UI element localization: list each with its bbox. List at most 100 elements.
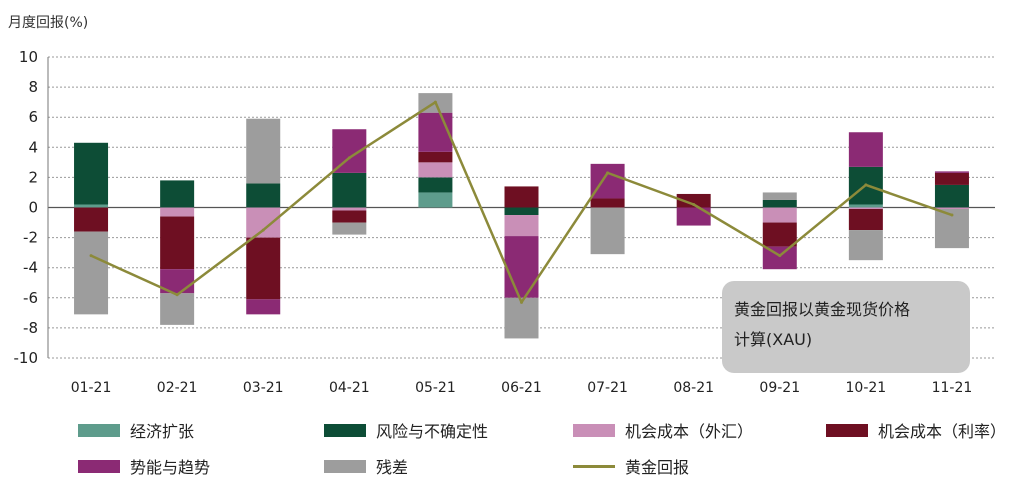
x-tick-label: 10-21 <box>846 380 887 396</box>
bar-segment <box>934 171 969 173</box>
bar-segment <box>246 237 281 300</box>
bar-segment <box>418 177 453 193</box>
bar-segment <box>332 207 367 211</box>
legend-label: 势能与趋势 <box>130 458 211 477</box>
gold-return-point <box>433 100 437 104</box>
bar-segment <box>762 199 797 208</box>
bar-segment <box>332 210 367 223</box>
y-tick-label: 4 <box>28 138 38 156</box>
bar-segment <box>934 172 969 185</box>
legend-swatch <box>826 423 868 437</box>
legend-label: 黄金回报 <box>625 458 690 477</box>
bar-segment <box>160 216 195 270</box>
gold-return-point <box>950 213 954 217</box>
x-tick-label: 07-21 <box>587 380 628 396</box>
bar-segment <box>504 207 539 216</box>
gold-return-point <box>175 293 179 297</box>
bar-segment <box>848 209 883 231</box>
bar-segment <box>332 222 367 235</box>
y-tick-label: 8 <box>28 78 38 96</box>
bar-segment <box>160 180 195 208</box>
bar-segment <box>848 207 883 210</box>
bar-segment <box>504 297 539 339</box>
annotation-box: 黄金回报以黄金现货价格 计算(XAU) <box>722 281 970 373</box>
legend-label: 风险与不确定性 <box>376 422 489 441</box>
bar-segment <box>676 207 711 226</box>
bar-segment <box>246 299 281 315</box>
bar-segment <box>74 142 109 205</box>
bar-segment <box>504 236 539 298</box>
bar-segment <box>848 132 883 167</box>
legend-label: 经济扩张 <box>130 422 195 441</box>
x-tick-label: 11-21 <box>932 380 973 396</box>
bar-segment <box>74 204 109 208</box>
y-tick-label: -2 <box>23 229 38 247</box>
bar-segment <box>590 207 625 255</box>
legend-item-opportunity-cost-fx: 机会成本（外汇） <box>573 418 753 442</box>
bar-segment <box>74 207 109 232</box>
bar-segment <box>848 230 883 261</box>
bar-segment <box>418 162 453 178</box>
legend-item-opportunity-cost-rates: 机会成本（利率） <box>826 418 1006 442</box>
bar-segment <box>418 151 453 163</box>
y-tick-label: -10 <box>14 349 39 367</box>
gold-return-point <box>692 202 696 206</box>
bar-segment <box>762 246 797 270</box>
y-tick-label: -8 <box>23 319 38 337</box>
x-tick-label: 09-21 <box>759 380 800 396</box>
gold-return-point <box>89 254 93 258</box>
x-tick-label: 02-21 <box>157 380 198 396</box>
legend-swatch <box>324 459 366 473</box>
bar-segment <box>418 112 453 152</box>
bar-segment <box>74 231 109 315</box>
legend-swatch <box>324 423 366 437</box>
x-tick-label: 08-21 <box>673 380 714 396</box>
y-tick-label: -4 <box>23 259 38 277</box>
y-axis-title: 月度回报(%) <box>8 15 89 31</box>
chart-legend: 经济扩张 风险与不确定性 机会成本（外汇） 机会成本（利率） 势能与趋势 残差 … <box>78 418 1018 482</box>
legend-item-gold-return: 黄金回报 <box>573 454 689 478</box>
bar-segment <box>246 183 281 208</box>
bar-segment <box>848 204 883 208</box>
legend-swatch <box>78 423 120 437</box>
y-tick-label: -6 <box>23 289 38 307</box>
legend-item-economic-expansion: 经济扩张 <box>78 418 194 442</box>
gold-return-point <box>261 228 265 232</box>
bar-segment <box>160 293 195 325</box>
y-tick-label: 0 <box>28 199 38 217</box>
x-tick-label: 05-21 <box>415 380 456 396</box>
legend-swatch <box>78 459 120 473</box>
y-tick-label: 2 <box>28 168 38 186</box>
bar-segment <box>934 184 969 208</box>
legend-line-swatch <box>573 464 615 468</box>
gold-return-point <box>606 171 610 175</box>
legend-swatch <box>573 423 615 437</box>
legend-label: 残差 <box>376 458 409 477</box>
gold-return-point <box>347 156 351 160</box>
y-tick-label: 10 <box>19 48 38 66</box>
x-tick-label: 01-21 <box>71 380 112 396</box>
bar-segment <box>160 207 195 217</box>
bar-segment <box>762 192 797 200</box>
bar-segment <box>590 198 625 208</box>
bar-segment <box>504 186 539 208</box>
annotation-line-2: 计算(XAU) <box>734 330 813 349</box>
bar-segment <box>590 163 625 199</box>
x-tick-label: 04-21 <box>329 380 370 396</box>
gold-return-point <box>520 300 523 304</box>
bar-segment <box>762 207 797 223</box>
bar-segment <box>246 118 281 184</box>
bar-segment <box>762 222 797 247</box>
legend-label: 机会成本（外汇） <box>625 422 754 441</box>
bar-segment <box>934 207 969 210</box>
bar-segment <box>676 193 711 208</box>
gold-return-point <box>864 183 868 187</box>
annotation-line-1: 黄金回报以黄金现货价格 <box>734 300 911 319</box>
bar-segment <box>504 215 539 237</box>
legend-item-momentum-trend: 势能与趋势 <box>78 454 210 478</box>
gold-return-point <box>778 254 782 258</box>
bar-segment <box>418 192 453 208</box>
legend-item-risk-uncertainty: 风险与不确定性 <box>324 418 488 442</box>
bar-segment <box>246 207 281 238</box>
